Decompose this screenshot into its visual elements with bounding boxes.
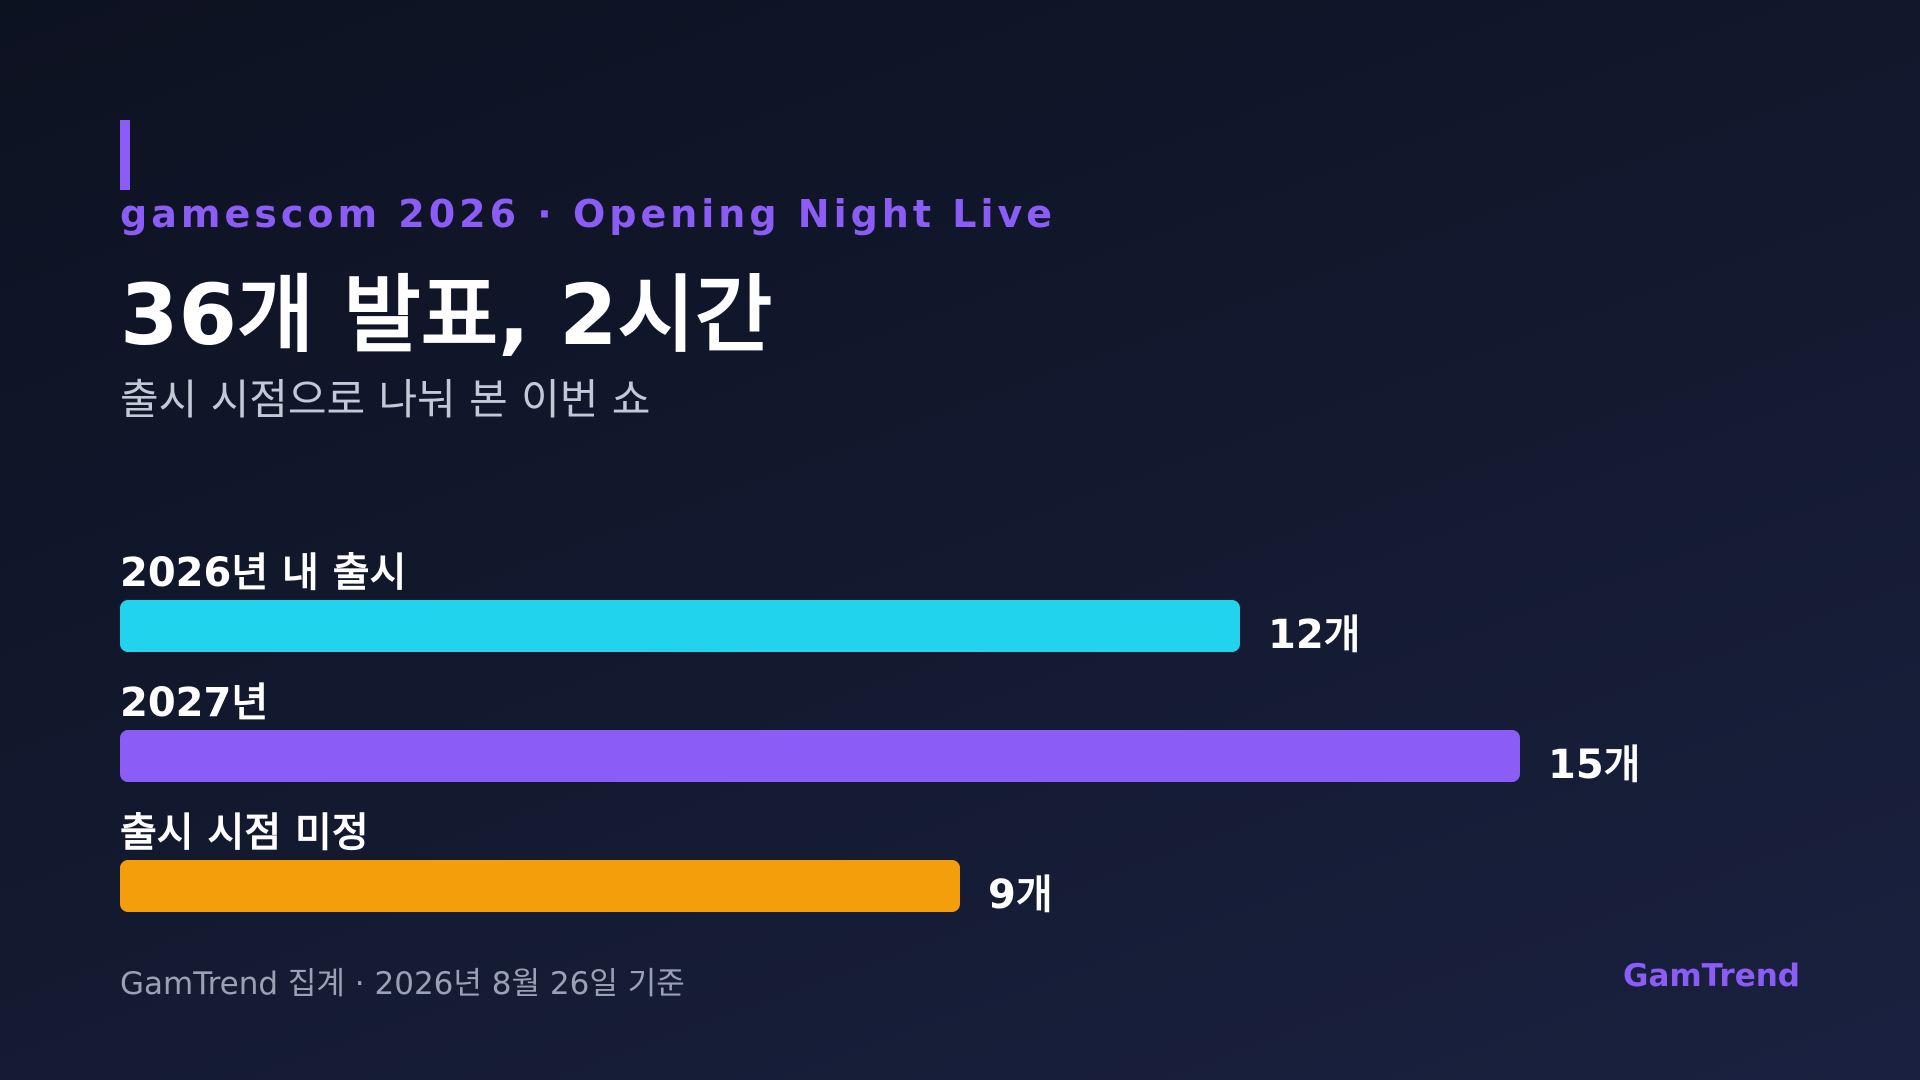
bar (120, 860, 960, 912)
brand-logo: GamTrend (1623, 958, 1800, 994)
bar-category-label: 출시 시점 미정 (120, 810, 369, 856)
source-note: GamTrend 집계 · 2026년 8월 26일 기준 (120, 966, 685, 1002)
bar-value-label: 9개 (988, 872, 1053, 918)
bar-value-label: 15개 (1548, 742, 1641, 788)
bar (120, 600, 1240, 652)
event-eyebrow: gamescom 2026 · Opening Night Live (120, 192, 1057, 236)
bar-row: 2026년 내 출시 12개 (120, 540, 1820, 658)
page-subtitle: 출시 시점으로 나눠 본 이번 쇼 (120, 375, 651, 424)
accent-bar (120, 120, 130, 190)
bar-category-label: 2026년 내 출시 (120, 550, 407, 596)
page-title: 36개 발표, 2시간 (120, 266, 773, 364)
bar-category-label: 2027년 (120, 680, 269, 726)
bar-value-label: 12개 (1268, 612, 1361, 658)
bar (120, 730, 1520, 782)
bar-row: 2027년 15개 (120, 670, 1820, 788)
bar-row: 출시 시점 미정 9개 (120, 800, 1820, 918)
